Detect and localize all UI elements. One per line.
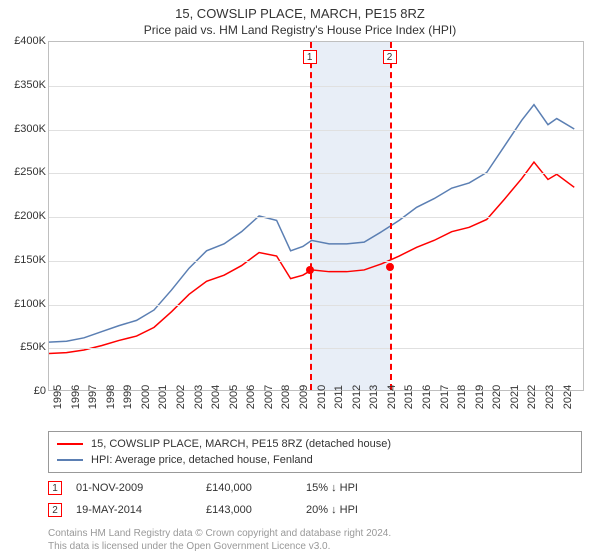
sales-table: 1 01-NOV-2009£140,00015% ↓ HPI 2 19-MAY-201… [48,477,582,521]
gridline-h [49,305,583,306]
sale-row: 2 19-MAY-2014£143,00020% ↓ HPI [48,499,582,521]
x-tick-label: 2024 [562,385,574,409]
x-tick-label: 2002 [175,385,187,409]
x-tick-label: 1999 [122,385,134,409]
x-tick-label: 2020 [491,385,503,409]
chart-title: 15, COWSLIP PLACE, MARCH, PE15 8RZ [0,0,600,21]
legend-swatch [57,443,83,445]
x-tick-label: 2008 [280,385,292,409]
x-tick-label: 2005 [228,385,240,409]
x-tick-label: 2012 [351,385,363,409]
legend-box: 15, COWSLIP PLACE, MARCH, PE15 8RZ (deta… [48,431,582,473]
sale-price: £143,000 [206,504,306,516]
chart-subtitle: Price paid vs. HM Land Registry's House … [0,21,600,41]
sale-date: 01-NOV-2009 [76,482,206,494]
sale-marker-line [310,42,312,390]
y-tick-label: £350K [2,79,46,91]
gridline-h [49,348,583,349]
x-tick-label: 1996 [70,385,82,409]
sale-row-marker: 1 [48,481,62,495]
y-tick-label: £300K [2,123,46,135]
x-tick-label: 2003 [193,385,205,409]
x-tick-label: 2000 [140,385,152,409]
legend-row: HPI: Average price, detached house, Fenl… [57,452,573,468]
sale-date: 19-MAY-2014 [76,504,206,516]
footer-attribution: Contains HM Land Registry data © Crown c… [48,527,582,553]
x-tick-label: 2001 [157,385,169,409]
gridline-h [49,217,583,218]
x-tick-label: 2013 [368,385,380,409]
line-series-svg [49,42,583,390]
legend-label: HPI: Average price, detached house, Fenl… [91,454,313,466]
legend-swatch [57,459,83,461]
footer-line-1: Contains HM Land Registry data © Crown c… [48,527,582,540]
sale-delta: 20% ↓ HPI [306,504,406,516]
x-tick-label: 2011 [333,385,345,409]
x-tick-label: 2019 [474,385,486,409]
sale-row: 1 01-NOV-2009£140,00015% ↓ HPI [48,477,582,499]
x-tick-label: 2010 [316,385,328,409]
footer-line-2: This data is licensed under the Open Gov… [48,540,582,553]
sale-marker-box: 2 [383,50,397,64]
gridline-h [49,261,583,262]
sale-price: £140,000 [206,482,306,494]
y-tick-label: £100K [2,298,46,310]
y-tick-label: £200K [2,210,46,222]
x-tick-label: 2015 [403,385,415,409]
chart-area: 12 £0£50K£100K£150K£200K£250K£300K£350K£… [0,41,600,425]
gridline-h [49,86,583,87]
y-tick-label: £0 [2,385,46,397]
x-tick-label: 1997 [87,385,99,409]
y-tick-label: £50K [2,341,46,353]
sale-marker-line [390,42,392,390]
legend-row: 15, COWSLIP PLACE, MARCH, PE15 8RZ (deta… [57,436,573,452]
x-tick-label: 2017 [439,385,451,409]
sale-marker-dot [306,266,314,274]
sale-delta: 15% ↓ HPI [306,482,406,494]
series-line-property [49,162,574,353]
x-tick-label: 2007 [263,385,275,409]
x-tick-label: 2016 [421,385,433,409]
y-tick-label: £250K [2,166,46,178]
x-tick-label: 2021 [509,385,521,409]
x-tick-label: 1995 [52,385,64,409]
series-line-hpi [49,105,574,343]
sale-row-marker: 2 [48,503,62,517]
sale-marker-box: 1 [303,50,317,64]
x-tick-label: 2014 [386,385,398,409]
plot-region: 12 [48,41,584,391]
x-tick-label: 2006 [245,385,257,409]
sale-marker-dot [386,263,394,271]
x-tick-label: 2009 [298,385,310,409]
x-tick-label: 2004 [210,385,222,409]
x-tick-label: 2023 [544,385,556,409]
gridline-h [49,173,583,174]
y-tick-label: £400K [2,35,46,47]
y-tick-label: £150K [2,254,46,266]
x-tick-label: 2022 [526,385,538,409]
x-tick-label: 2018 [456,385,468,409]
legend-label: 15, COWSLIP PLACE, MARCH, PE15 8RZ (deta… [91,438,391,450]
gridline-h [49,130,583,131]
x-tick-label: 1998 [105,385,117,409]
